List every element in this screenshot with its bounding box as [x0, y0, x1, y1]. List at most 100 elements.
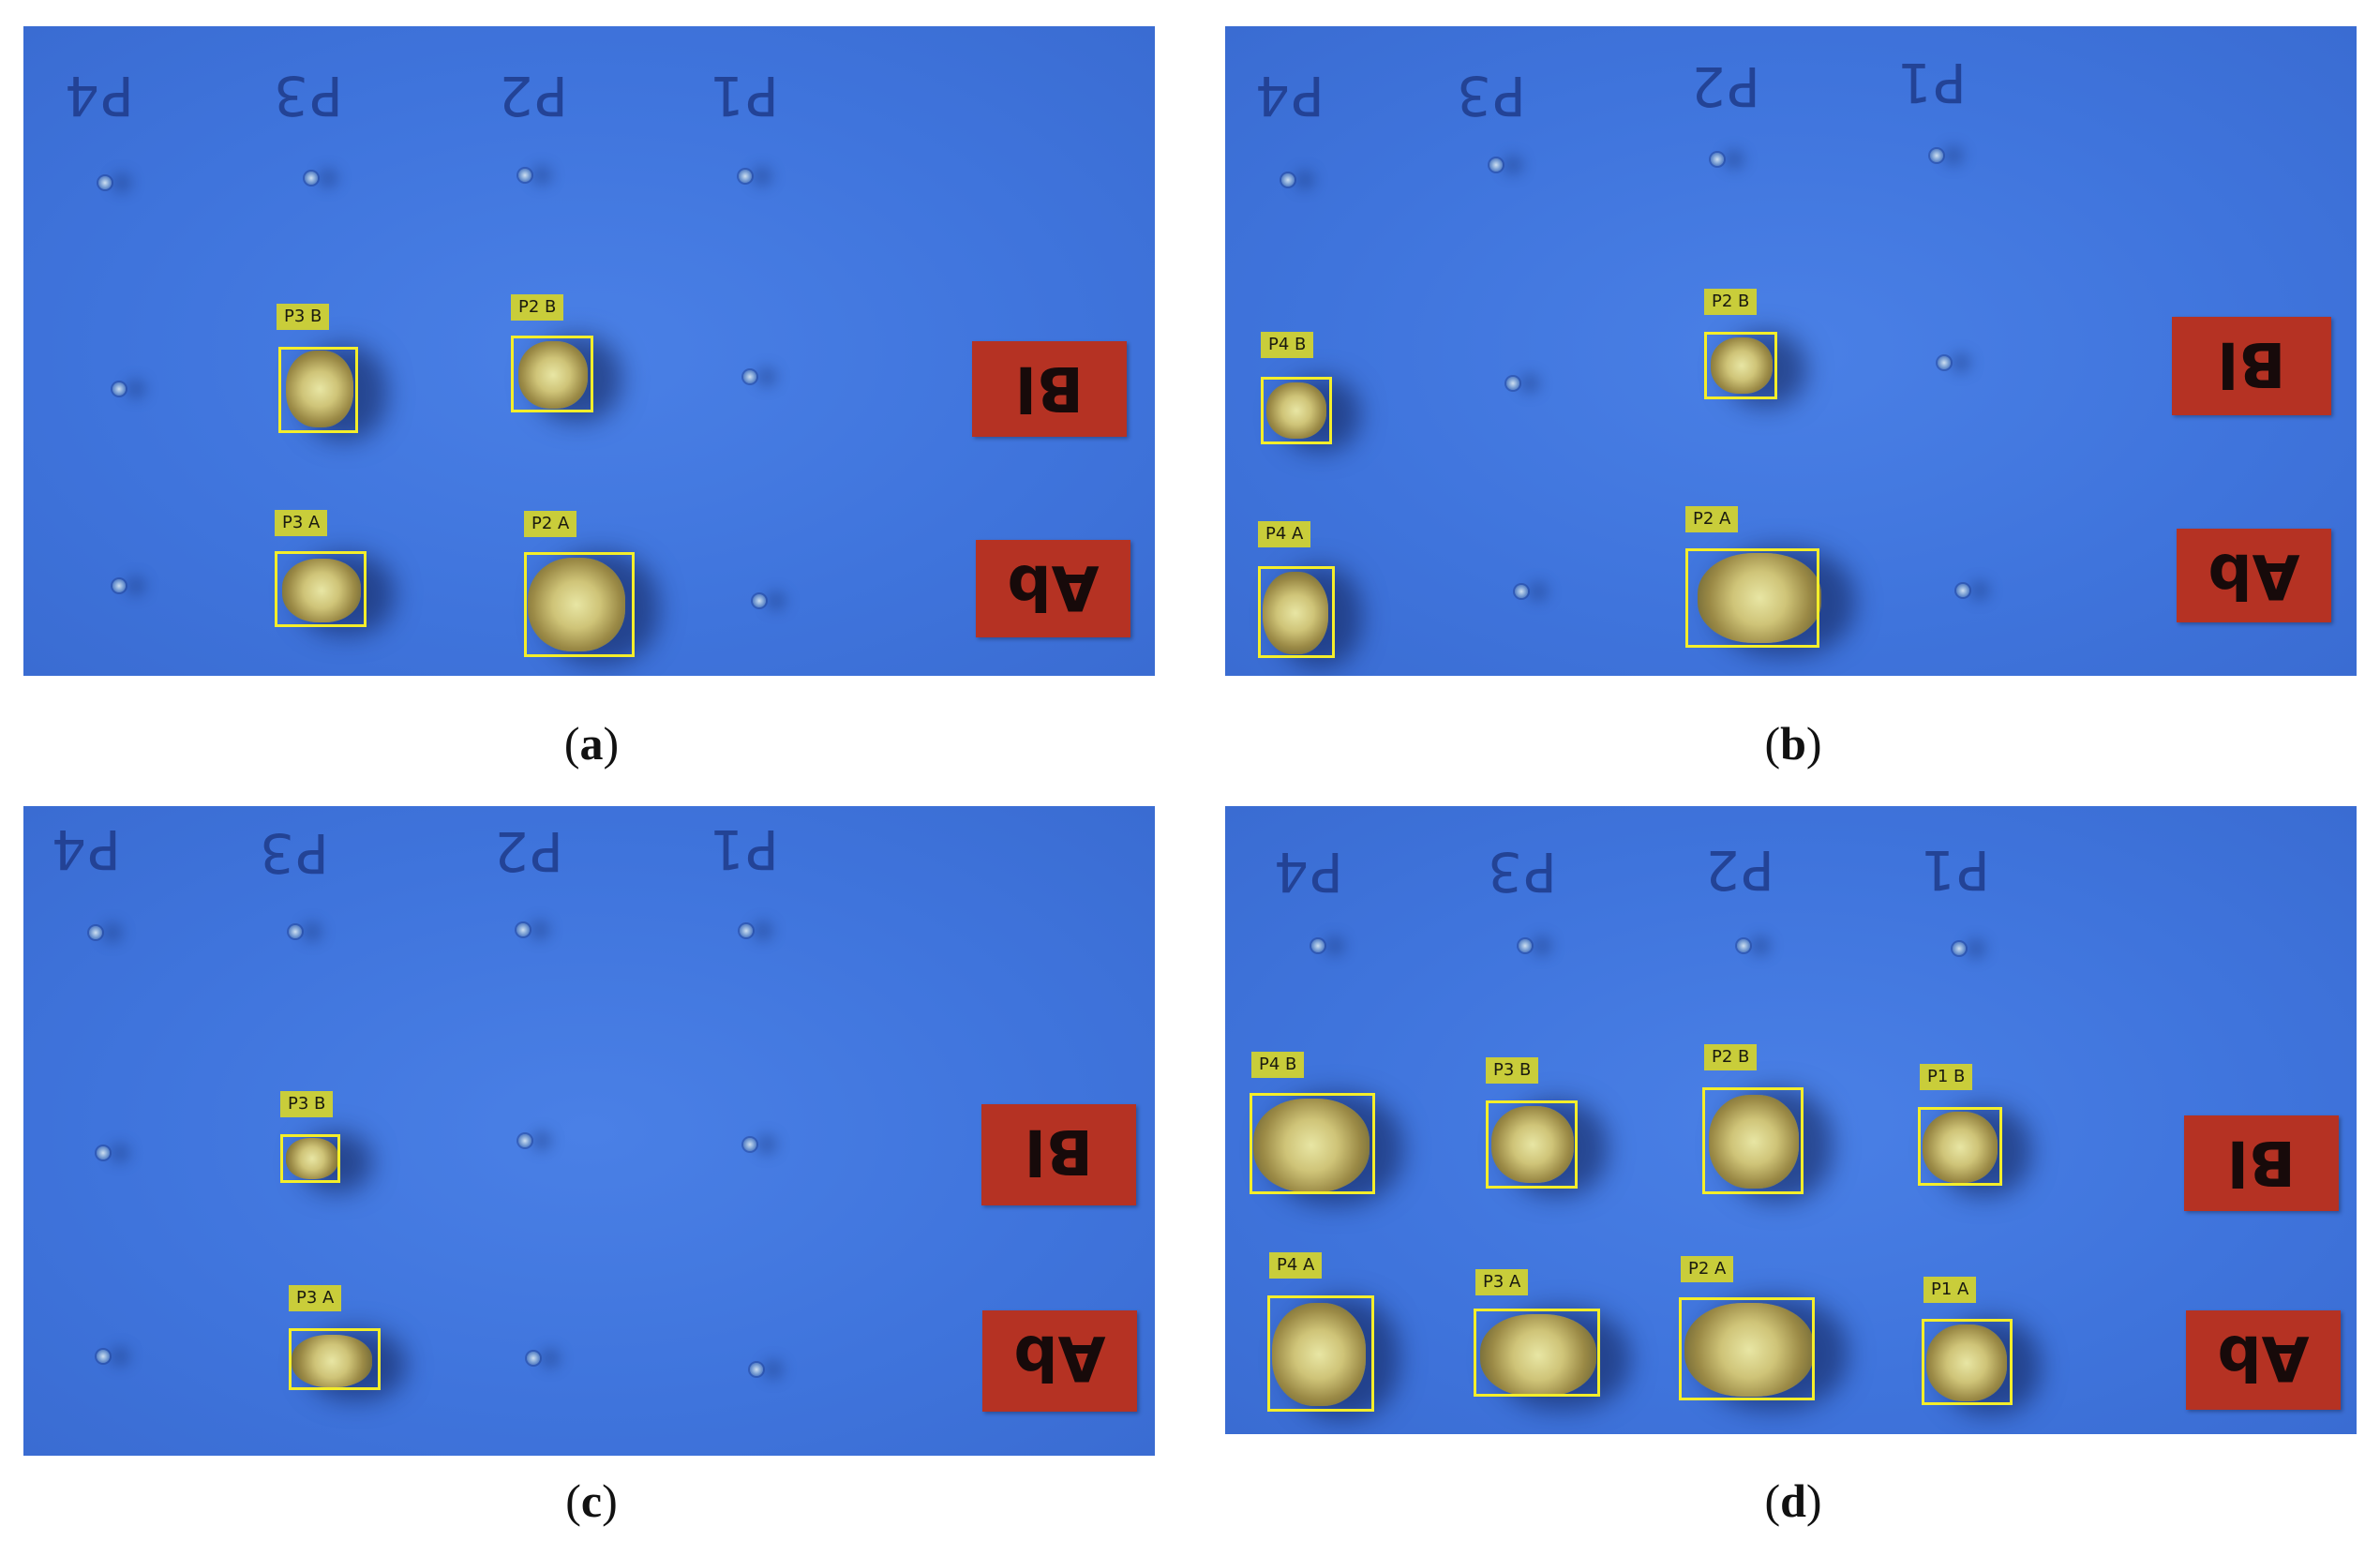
detection-label: P2 B	[1704, 289, 1758, 315]
tissue-sample	[1491, 1106, 1574, 1183]
tissue-sample	[1253, 1099, 1370, 1192]
tissue-sample	[1926, 1324, 2007, 1401]
bounding-box	[1474, 1309, 1600, 1397]
detection-label: P1 B	[1920, 1064, 1973, 1090]
mounting-hole	[743, 1138, 756, 1151]
tissue-sample	[1480, 1314, 1596, 1397]
tissue-sample	[1923, 1112, 1998, 1183]
mounting-hole	[112, 579, 126, 592]
tissue-sample	[286, 351, 353, 427]
column-label: P2	[1703, 838, 1774, 902]
mounting-hole	[753, 594, 766, 607]
mounting-hole	[1953, 942, 1966, 955]
column-label: P2	[497, 64, 568, 127]
bounding-box	[1922, 1319, 2013, 1405]
caption-letter: c	[580, 1474, 603, 1527]
bounding-box	[1250, 1093, 1375, 1194]
sign-bl: Bl	[2172, 317, 2331, 415]
column-label: P1	[1919, 838, 1990, 902]
detection-label: P2 B	[511, 294, 564, 321]
sign-ab: Ab	[976, 540, 1130, 637]
column-label: P4	[1253, 64, 1325, 127]
bounding-box	[1486, 1100, 1578, 1189]
tissue-sample	[282, 559, 361, 622]
tissue-sample	[1272, 1303, 1366, 1406]
mounting-hole	[516, 923, 530, 936]
mounting-hole	[518, 169, 531, 182]
mounting-hole	[1519, 939, 1532, 952]
column-label: P4	[1272, 840, 1343, 904]
panel-d-photo: P4 P3 P2 P1 Bl Ab P4 B P3 B P2 B P1 B P4…	[1225, 806, 2357, 1434]
bounding-box	[1679, 1297, 1815, 1400]
sign-text: Ab	[2217, 1322, 2310, 1394]
bounding-box	[511, 336, 593, 412]
tissue-sample	[286, 1138, 338, 1179]
column-label: P3	[1486, 840, 1557, 904]
tissue-sample	[1698, 553, 1821, 643]
sign-text: Bl	[2227, 1127, 2296, 1199]
detection-label: P2 A	[1681, 1256, 1734, 1282]
panel-a-photo: P4 P3 P2 P1 Bl Ab P3 B P2 B P3 A P2 A	[23, 26, 1155, 676]
tissue-sample	[518, 341, 588, 409]
bounding-box	[280, 1134, 340, 1183]
detection-label: P3 B	[1486, 1057, 1539, 1084]
mounting-hole	[1515, 585, 1528, 598]
sign-bl: Bl	[2184, 1115, 2339, 1211]
column-label: P4	[63, 64, 134, 127]
panel-a-caption: (a)	[563, 717, 620, 770]
column-label: P3	[272, 64, 343, 127]
tissue-sample	[1684, 1303, 1814, 1397]
column-label: P3	[258, 821, 329, 885]
caption-letter: d	[1780, 1474, 1806, 1527]
sign-text: Ab	[1013, 1322, 1106, 1394]
mounting-hole	[1956, 584, 1969, 597]
mounting-hole	[1489, 158, 1503, 172]
column-label: P1	[708, 817, 779, 881]
panel-c-photo: P4 P3 P2 P1 Bl Ab P3 B P3 A	[23, 806, 1155, 1456]
mounting-hole	[289, 925, 302, 938]
sign-ab: Ab	[2186, 1310, 2341, 1410]
tissue-sample	[1266, 382, 1326, 439]
detection-label: P3 A	[289, 1285, 342, 1311]
sign-bl: Bl	[981, 1104, 1136, 1205]
mounting-hole	[1737, 939, 1750, 952]
bounding-box	[1261, 377, 1332, 444]
mounting-hole	[98, 176, 112, 189]
sign-text: Bl	[1025, 1115, 1093, 1188]
sign-text: Bl	[2217, 328, 2286, 400]
detection-label: P4 A	[1269, 1252, 1323, 1279]
panel-b-caption: (b)	[1764, 717, 1822, 770]
tissue-sample	[528, 558, 625, 651]
detection-label: P3 B	[280, 1091, 334, 1117]
column-label: P3	[1455, 64, 1526, 127]
bounding-box	[524, 552, 635, 657]
detection-label: P2 B	[1704, 1044, 1758, 1070]
mounting-hole	[1281, 173, 1295, 187]
mounting-hole	[740, 924, 753, 937]
detection-label: P2 A	[1685, 506, 1739, 532]
detection-label: P3 A	[1475, 1269, 1529, 1295]
mounting-hole	[1311, 939, 1325, 952]
mounting-hole	[750, 1363, 763, 1376]
tissue-sample	[1263, 572, 1328, 654]
tissue-sample	[1711, 337, 1773, 394]
detection-label: P4 B	[1261, 332, 1314, 358]
mounting-hole	[97, 1146, 110, 1160]
mounting-hole	[1930, 149, 1943, 162]
bounding-box	[1267, 1295, 1374, 1412]
caption-letter: a	[579, 717, 604, 770]
detection-label: P3 A	[275, 510, 328, 536]
column-label: P1	[1895, 51, 1967, 114]
bounding-box	[275, 551, 367, 627]
column-label: P2	[1689, 54, 1760, 118]
panel-c-caption: (c)	[565, 1474, 618, 1527]
bounding-box	[1702, 1087, 1804, 1194]
sign-text: Bl	[1015, 352, 1084, 425]
mounting-hole	[739, 170, 752, 183]
sign-ab: Ab	[982, 1310, 1137, 1412]
column-label: P4	[50, 817, 121, 881]
sign-ab: Ab	[2177, 529, 2331, 622]
bounding-box	[1704, 332, 1777, 399]
panel-b-photo: P4 P3 P2 P1 Bl Ab P4 B P2 B P4 A P2 A	[1225, 26, 2357, 676]
bounding-box	[1918, 1107, 2002, 1186]
